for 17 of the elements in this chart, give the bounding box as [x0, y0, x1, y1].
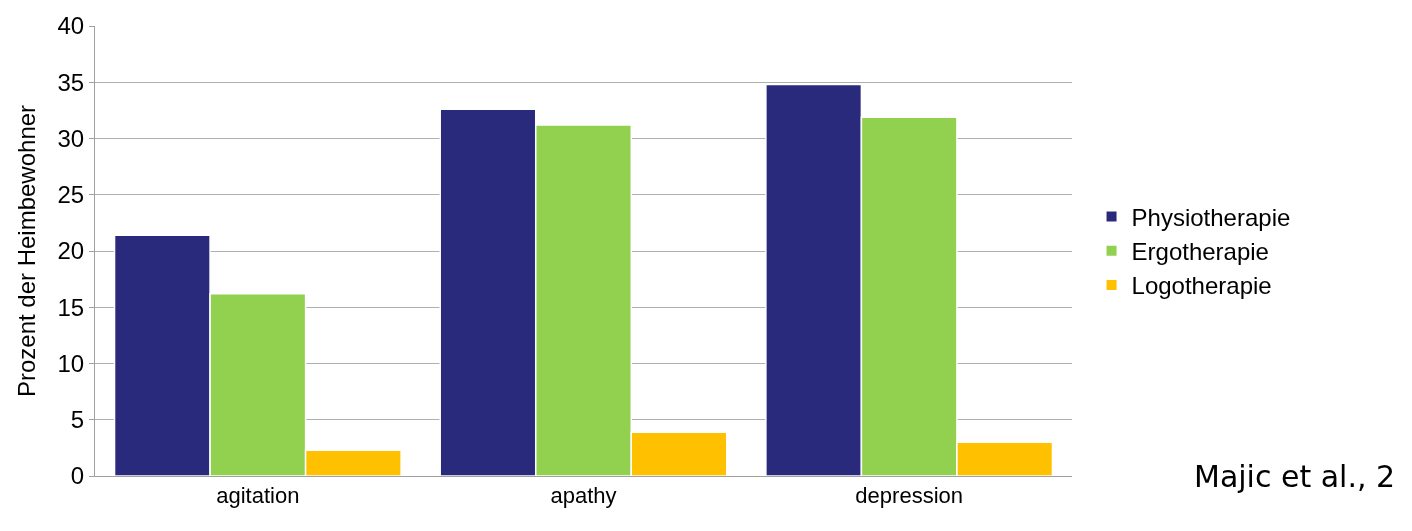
y-tick-label: 5 [70, 406, 85, 434]
legend-label: Physiotherapie [1131, 203, 1291, 231]
y-tick-label: 40 [57, 12, 85, 40]
x-tick-label: agitation [216, 483, 300, 509]
y-tick-label: 30 [57, 124, 85, 152]
y-tick-label: 10 [57, 349, 85, 377]
text: Majic et al., 2 [1194, 459, 1396, 494]
y-tick-label: 20 [57, 237, 85, 265]
y-axis-title: Prozent der Heimbewohner [12, 104, 40, 398]
x-tick-label: depression [855, 483, 963, 509]
y-tick-label: 35 [57, 68, 85, 96]
y-tick-label: 15 [57, 293, 85, 321]
y-tick-label: 25 [57, 181, 85, 209]
legend-label: Ergotherapie [1131, 238, 1269, 266]
x-tick-label: apathy [550, 483, 617, 509]
legend-label: Logotherapie [1131, 272, 1272, 300]
y-tick-label: 0 [70, 462, 85, 490]
